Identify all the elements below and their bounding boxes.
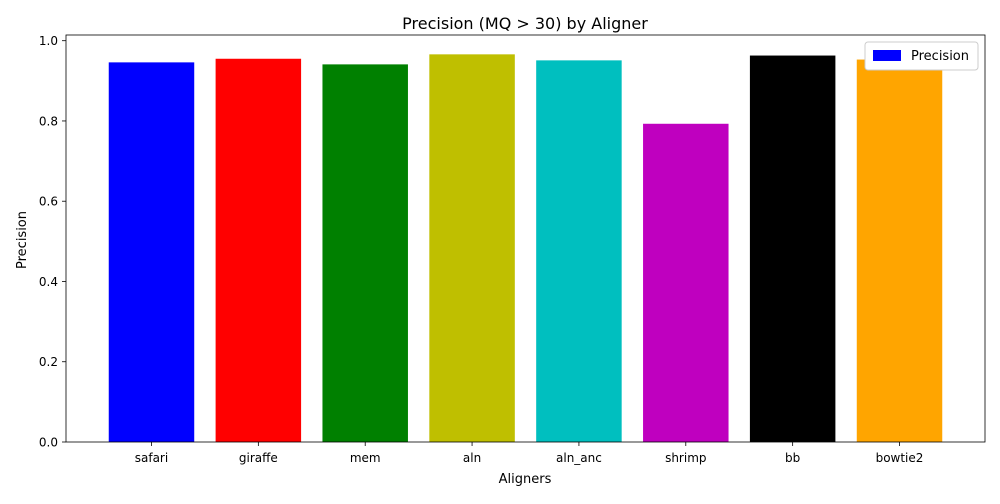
bars-layer <box>108 54 943 443</box>
legend-label: Precision <box>911 49 969 64</box>
bar-safari <box>108 62 195 442</box>
plot-frame <box>65 34 986 443</box>
bar-shrimp <box>643 123 729 443</box>
y-tick-label: 0.0 <box>39 436 58 450</box>
x-tick-label: bb <box>785 451 800 465</box>
y-tick-label: 1.0 <box>39 34 58 48</box>
bar-mem <box>322 64 408 442</box>
legend-box <box>864 41 979 71</box>
legend: Precision <box>864 41 979 71</box>
bar-aln <box>429 54 515 442</box>
x-tick-label: safari <box>135 451 168 465</box>
x-tick-label: aln <box>463 451 481 465</box>
y-tick-label: 0.4 <box>39 275 58 289</box>
bar-bb <box>749 55 836 443</box>
y-axis-label: Precision <box>15 211 30 269</box>
chart-title: Precision (MQ > 30) by Aligner <box>402 14 648 33</box>
x-tick-label: bowtie2 <box>876 451 924 465</box>
x-axis-label: Aligners <box>499 472 552 487</box>
y-tick-label: 0.8 <box>39 114 58 128</box>
x-tick-label: giraffe <box>239 451 278 465</box>
legend-swatch <box>873 50 901 61</box>
y-tick-label: 0.2 <box>39 355 58 369</box>
bar-aln_anc <box>536 60 622 443</box>
bar-bowtie2 <box>856 59 943 442</box>
x-tick-label: aln_anc <box>556 451 602 465</box>
x-tick-label: mem <box>350 451 381 465</box>
y-tick-label: 0.6 <box>39 195 58 209</box>
axes-layer: safari giraffe mem aln aln_anc shrimp bb bowtie… <box>39 34 986 465</box>
x-tick-label: shrimp <box>665 451 706 465</box>
bar-giraffe <box>215 58 302 442</box>
